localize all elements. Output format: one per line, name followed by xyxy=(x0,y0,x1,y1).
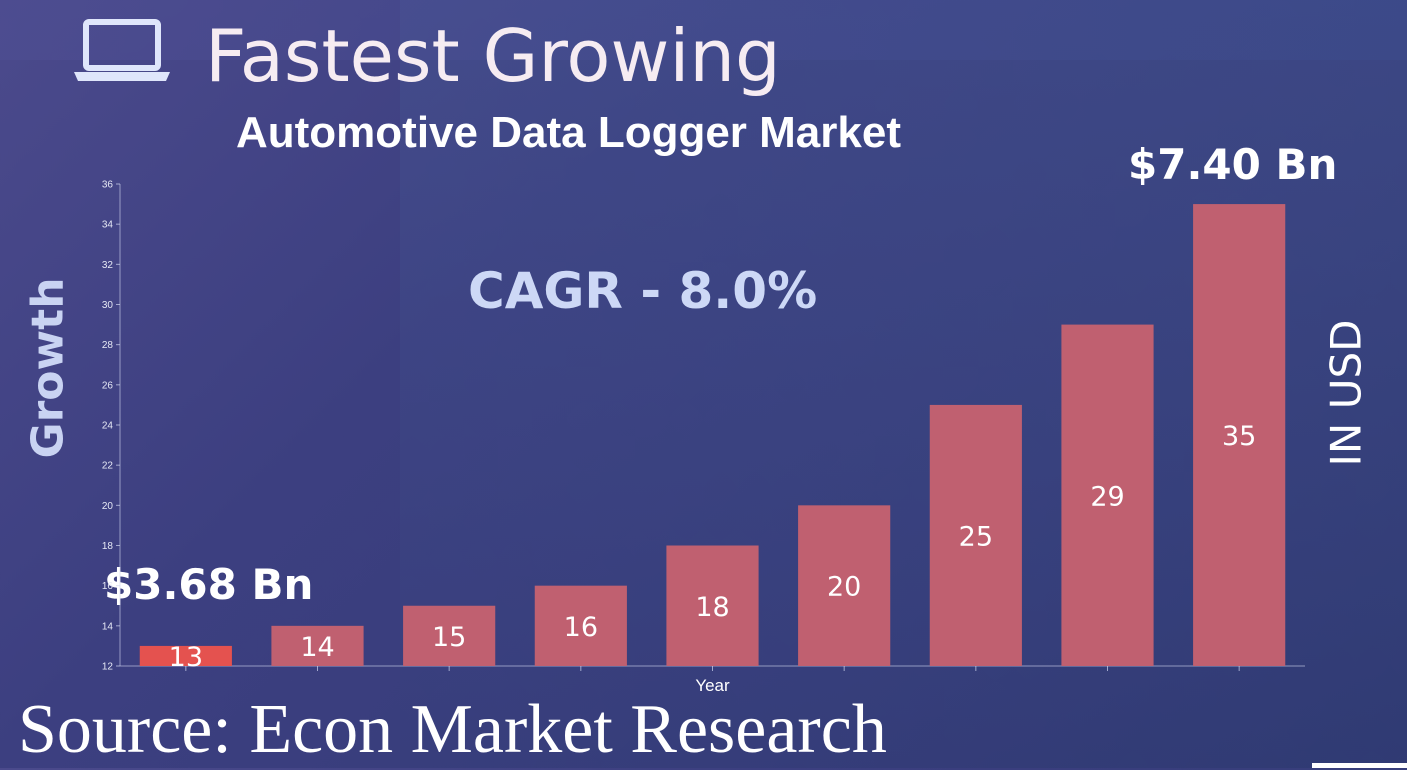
bar xyxy=(1061,324,1154,666)
bar-value-label: 16 xyxy=(564,612,598,643)
start-value-label: $3.68 Bn xyxy=(104,560,314,609)
y-tick-label: 28 xyxy=(102,340,114,351)
bar xyxy=(666,545,759,666)
y-tick-label: 24 xyxy=(102,421,114,432)
bar xyxy=(139,645,232,666)
bar-value-label: 35 xyxy=(1222,421,1256,452)
y-tick-label: 26 xyxy=(102,380,114,391)
bar xyxy=(271,625,364,666)
y-tick-label: 14 xyxy=(102,621,114,632)
y-tick-label: 36 xyxy=(102,180,114,191)
y-tick-label: 16 xyxy=(102,581,114,592)
chart-subtitle: Automotive Data Logger Market xyxy=(236,108,901,157)
bar xyxy=(403,605,496,666)
bar-value-label: 25 xyxy=(959,521,993,552)
y-tick-label: 30 xyxy=(102,300,114,311)
bar-value-label: 13 xyxy=(169,642,203,673)
x-axis-title: Year xyxy=(695,676,730,695)
bar xyxy=(1193,204,1286,667)
y-tick-label: 20 xyxy=(102,501,114,512)
page-title: Fastest Growing xyxy=(205,14,781,98)
bar-value-label: 20 xyxy=(827,572,861,603)
y-tick-label: 34 xyxy=(102,220,114,231)
bar xyxy=(798,505,891,666)
background-strip xyxy=(0,0,1407,60)
bar xyxy=(534,585,627,666)
y-tick-label: 12 xyxy=(102,662,114,673)
bar-value-label: 29 xyxy=(1090,481,1124,512)
bar-value-label: 15 xyxy=(432,622,466,653)
y-tick-label: 22 xyxy=(102,461,114,472)
end-value-label: $7.40 Bn xyxy=(1128,140,1338,189)
corner-mark xyxy=(1312,763,1407,768)
bar xyxy=(929,404,1022,666)
bar-value-label: 18 xyxy=(695,592,729,623)
y-tick-label: 32 xyxy=(102,260,114,271)
y-tick-label: 18 xyxy=(102,541,114,552)
source-credit: Source: Econ Market Research xyxy=(18,691,887,768)
bar-value-label: 14 xyxy=(300,632,334,663)
cagr-label: CAGR - 8.0% xyxy=(468,262,818,320)
laptop-icon xyxy=(74,19,170,81)
